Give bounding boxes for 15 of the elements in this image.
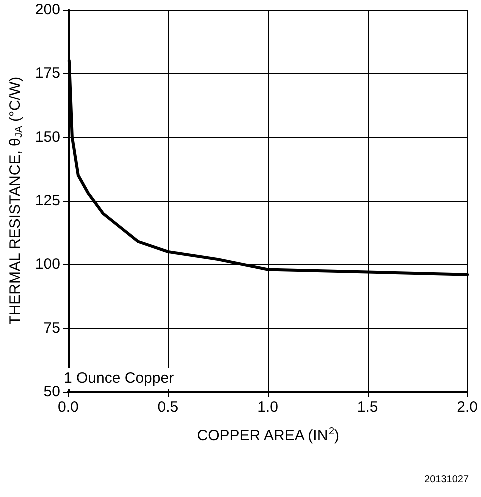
x-tick-label: 1.5 [357,399,378,416]
y-tick-label: 75 [44,320,60,337]
x-tick-label: 2.0 [457,399,478,416]
y-tick-label: 100 [35,256,60,274]
x-tick-label: 0.0 [58,399,79,416]
y-tick-label: 150 [35,128,60,146]
y-tick-label: 200 [35,2,60,18]
y-tick-label: 175 [35,65,60,82]
y-tick-label: 50 [44,384,60,400]
y-tick-label: 125 [35,192,60,210]
y-axis-title: THERMAL RESISTANCE, θJA (°C/W) [7,76,25,325]
annotation: 1 Ounce Copper [64,370,174,387]
x-tick-label: 1.0 [258,399,278,416]
text: 20131027 [424,474,470,486]
x-tick-label: 0.5 [158,399,179,416]
